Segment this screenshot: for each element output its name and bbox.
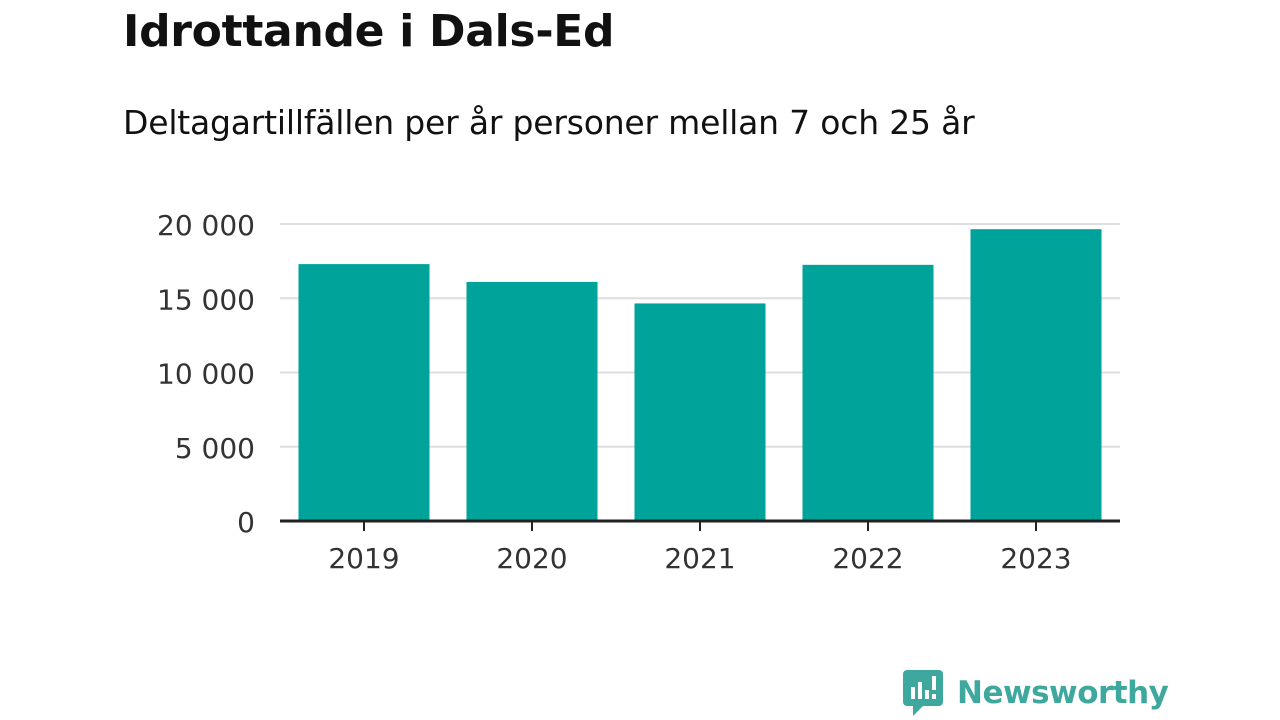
bars xyxy=(298,229,1102,521)
x-tick-label: 2023 xyxy=(1000,542,1071,575)
y-tick-label: 15 000 xyxy=(157,283,255,316)
brand-name: Newsworthy xyxy=(957,675,1169,711)
x-tick-label: 2020 xyxy=(496,542,567,575)
y-tick-label: 10 000 xyxy=(157,358,255,391)
y-tick-label: 0 xyxy=(237,506,255,539)
y-tick-label: 20 000 xyxy=(157,209,255,242)
chart-title: Idrottande i Dals-Ed xyxy=(123,6,615,57)
bar-2019 xyxy=(298,264,430,521)
x-tick-label: 2022 xyxy=(832,542,903,575)
x-tick-label: 2021 xyxy=(664,542,735,575)
x-tick-label: 2019 xyxy=(328,542,399,575)
y-tick-label: 5 000 xyxy=(175,432,255,465)
brand: Newsworthy xyxy=(903,670,1169,716)
bar-2020 xyxy=(466,281,598,521)
bar-2021 xyxy=(634,303,766,521)
bar-2022 xyxy=(802,264,934,521)
chart-subtitle: Deltagartillfällen per år personer mella… xyxy=(123,103,975,142)
x-axis-labels: 2019 2020 2021 2022 2023 xyxy=(328,542,1071,575)
y-axis-labels: 0 5 000 10 000 15 000 20 000 xyxy=(157,209,255,539)
bar-2023 xyxy=(970,229,1102,521)
x-axis xyxy=(280,519,1120,531)
newsworthy-logo-icon xyxy=(903,670,943,716)
